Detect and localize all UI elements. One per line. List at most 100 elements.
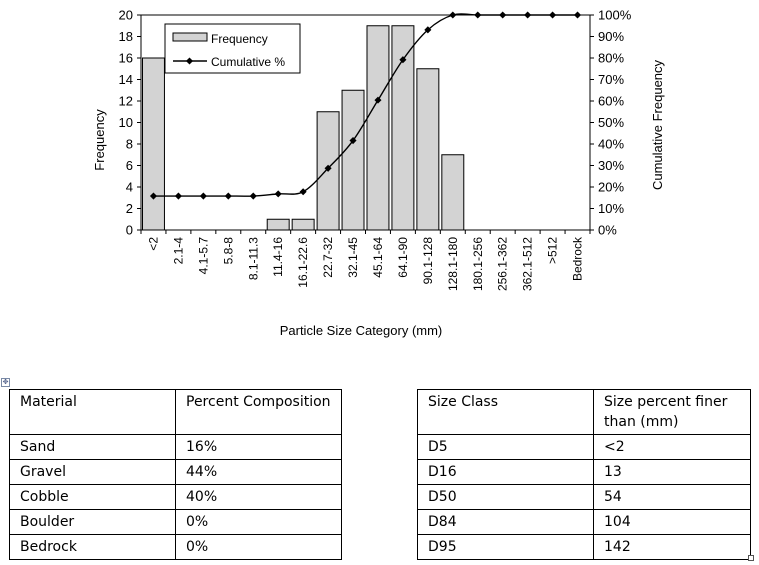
- table-cell: D5: [417, 434, 594, 460]
- y-tick-label-left: 2: [126, 201, 133, 216]
- y-tick-label-right: 90%: [598, 29, 624, 44]
- material-composition-table: Material Percent Composition Sand 16% Gra…: [9, 389, 342, 560]
- y-tick-label-right: 50%: [598, 115, 624, 130]
- x-tick-label: 2.1-4: [171, 237, 185, 265]
- y-tick-label-left: 6: [126, 158, 133, 173]
- x-tick-label: 90.1-128: [421, 237, 435, 285]
- y-tick-label-left: 14: [119, 72, 133, 87]
- table-cell: D50: [417, 484, 594, 510]
- table-cell: 104: [593, 509, 751, 535]
- x-tick-label: Bedrock: [571, 236, 585, 281]
- legend-label-cumulative: Cumulative %: [211, 55, 285, 69]
- table-cell: 16%: [175, 434, 342, 460]
- y-tick-label-right: 0%: [598, 223, 617, 238]
- cumulative-point: [349, 137, 357, 145]
- y-tick-label-right: 30%: [598, 158, 624, 173]
- cumulative-point: [199, 192, 207, 200]
- frequency-bar: [141, 57, 165, 231]
- table-resize-handle[interactable]: [748, 555, 754, 561]
- legend-bar-swatch: [172, 32, 208, 42]
- x-tick-label: 5.8-8: [221, 237, 235, 265]
- x-tick-label: 11.4-16: [271, 237, 285, 277]
- y-tick-label-right: 70%: [598, 72, 624, 87]
- cumulative-point: [399, 56, 407, 64]
- table-cell: Bedrock: [9, 534, 176, 560]
- y-tick-label-right: 100%: [598, 8, 632, 23]
- x-tick-label: 128.1-180: [446, 237, 460, 291]
- x-tick-label: 64.1-90: [396, 237, 410, 278]
- y-tick-label-right: 80%: [598, 51, 624, 66]
- table-cell: Boulder: [9, 509, 176, 535]
- frequency-bar: [366, 25, 390, 231]
- x-tick-label: 180.1-256: [471, 237, 485, 291]
- particle-size-chart: <2 2.1-4 4.1-5.7 5.8-8 8.1-11.3 11.4-16 16.1-2…: [92, 8, 665, 339]
- cumulative-point: [174, 192, 182, 200]
- frequency-bar: [266, 218, 290, 231]
- cumulative-point: [224, 192, 232, 200]
- x-tick-label: <2: [146, 237, 160, 251]
- x-tick-label: 22.7-32: [321, 237, 335, 278]
- size-class-table: Size Class Size percent finer than (mm) …: [417, 389, 751, 560]
- y-tick-label-left: 4: [126, 180, 133, 195]
- cumulative-point: [274, 190, 282, 198]
- table-cell: Cobble: [9, 484, 176, 510]
- table-cell: D84: [417, 509, 594, 535]
- cumulative-point: [424, 26, 432, 34]
- x-axis-title: Particle Size Category (mm): [280, 323, 443, 338]
- table-header: Size percent finer than (mm): [593, 389, 751, 435]
- y-tick-label-right: 40%: [598, 137, 624, 152]
- y-tick-label-right: 10%: [598, 201, 624, 216]
- x-tick-label: 8.1-11.3: [246, 237, 260, 280]
- frequency-bar: [416, 68, 440, 231]
- y-tick-label-left: 0: [126, 223, 133, 238]
- y-tick-label-left: 20: [119, 8, 133, 23]
- table-cell: D16: [417, 459, 594, 485]
- table-cell: Sand: [9, 434, 176, 460]
- x-tick-label: 4.1-5.7: [196, 237, 210, 275]
- table-cell: Gravel: [9, 459, 176, 485]
- x-tick-label: 32.1-45: [346, 237, 360, 278]
- table-cell: 54: [593, 484, 751, 510]
- cumulative-point: [249, 192, 257, 200]
- table-cell: 0%: [175, 509, 342, 535]
- x-tick-label: 256.1-362: [496, 237, 510, 291]
- x-tick-label: >512: [546, 237, 560, 264]
- chart-legend: Frequency Cumulative %: [164, 23, 301, 74]
- x-tick-labels: <2 2.1-4 4.1-5.7 5.8-8 8.1-11.3 11.4-16 16.1-2…: [146, 236, 584, 291]
- table-header: Size Class: [417, 389, 594, 435]
- table-header: Percent Composition: [175, 389, 342, 435]
- y-tick-label-left: 8: [126, 137, 133, 152]
- y-axis-title-left: Frequency: [92, 109, 107, 171]
- table-cell: 40%: [175, 484, 342, 510]
- y-tick-label-right: 20%: [598, 180, 624, 195]
- x-tick-label: 16.1-22.6: [296, 237, 310, 288]
- y-tick-label-right: 60%: [598, 94, 624, 109]
- cumulative-point: [324, 164, 332, 172]
- table-cell: 142: [593, 534, 751, 560]
- table-cell: 0%: [175, 534, 342, 560]
- table-cell: D95: [417, 534, 594, 560]
- legend-marker: [185, 57, 194, 65]
- y-tick-label-left: 10: [119, 115, 133, 130]
- frequency-bars: [141, 25, 465, 231]
- table-header: Material: [9, 389, 176, 435]
- cumulative-point: [374, 96, 382, 104]
- y-axis-title-right: Cumulative Frequency: [650, 59, 665, 190]
- cumulative-point: [299, 188, 307, 196]
- legend-label-frequency: Frequency: [211, 32, 268, 46]
- x-tick-label: 45.1-64: [371, 237, 385, 278]
- table-cell: 13: [593, 459, 751, 485]
- y-tick-label-left: 18: [119, 29, 133, 44]
- table-move-handle-icon[interactable]: ✥: [1, 378, 10, 387]
- frequency-bar: [441, 154, 465, 231]
- y-tick-labels-left: 0 2 4 6 8 10 12 14 16 18 20: [119, 8, 133, 238]
- table-cell: <2: [593, 434, 751, 460]
- legend-box: [164, 23, 301, 74]
- frequency-bar: [341, 89, 365, 231]
- table-cell: 44%: [175, 459, 342, 485]
- y-tick-label-left: 12: [119, 94, 133, 109]
- x-tick-label: 362.1-512: [521, 237, 535, 291]
- y-tick-label-left: 16: [119, 51, 133, 66]
- chart-axes: [137, 14, 594, 234]
- cumulative-point: [149, 192, 158, 200]
